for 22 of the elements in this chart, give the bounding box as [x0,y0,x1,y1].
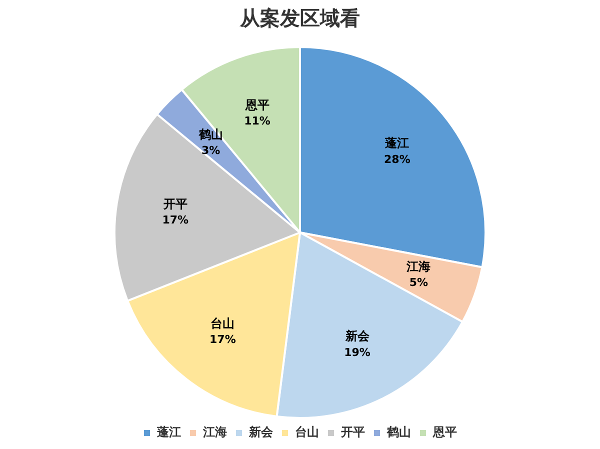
slice-label: 江海 [406,259,431,274]
legend-label: 江海 [202,425,227,440]
legend-label: 恩平 [432,425,457,440]
slice-label: 蓬江 [384,136,410,150]
slice-label: 台山 [210,316,235,330]
slice-label: 鹤山 [198,127,223,142]
legend-label: 开平 [340,425,365,440]
chart-title: 从案发区域看 [239,6,360,30]
legend-label: 新会 [248,425,274,440]
data-label: 3% [201,144,220,158]
legend-label: 蓬江 [156,425,181,440]
legend-label: 鹤山 [386,425,411,440]
slice-label: 开平 [162,196,188,211]
slice-label: 新会 [344,329,370,344]
legend-label: 台山 [295,425,319,440]
data-label: 19% [344,346,370,359]
data-label: 5% [409,276,428,290]
slice-label: 恩平 [244,98,270,112]
data-label: 17% [162,214,189,227]
data-label: 11% [244,114,270,128]
data-label: 28% [384,152,410,166]
data-label: 17% [210,333,236,346]
